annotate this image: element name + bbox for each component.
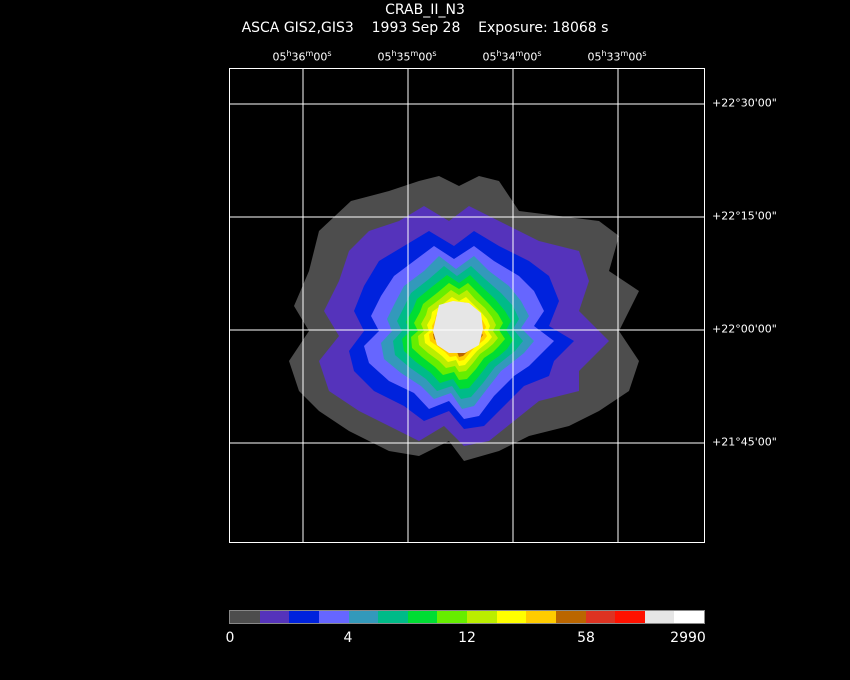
image-subtitle: ASCA GIS2,GIS3 1993 Sep 28 Exposure: 180…: [241, 20, 609, 36]
ra-label-4: 05h33m00s: [587, 49, 647, 64]
colorbar-swatch: [289, 611, 319, 623]
colorbar-swatch: [259, 611, 290, 623]
colorbar-label-2: 12: [458, 630, 476, 646]
colorbar-swatch: [348, 611, 379, 623]
colorbar-swatch: [644, 611, 675, 623]
image-title: CRAB_II_N3: [385, 2, 465, 18]
colorbar-swatch: [615, 611, 645, 623]
colorbar-swatch: [378, 611, 408, 623]
ra-label-1: 05h36m00s: [272, 49, 332, 64]
colorbar-label-4: 2990: [670, 630, 706, 646]
colorbar-swatch: [555, 611, 586, 623]
colorbar-swatch: [318, 611, 349, 623]
colorbar-swatch: [674, 611, 704, 623]
dec-label-3: +22°00'00": [712, 322, 777, 336]
colorbar-swatch: [437, 611, 467, 623]
colorbar-label-3: 58: [577, 630, 595, 646]
colorbar-swatch: [407, 611, 438, 623]
colorbar-swatch: [526, 611, 556, 623]
colorbar-label-0: 0: [225, 630, 235, 646]
dec-label-2: +22°15'00": [712, 209, 777, 223]
dec-label-1: +22°30'00": [712, 96, 777, 110]
dec-label-4: +21°45'00": [712, 435, 777, 449]
xray-image: [230, 69, 704, 542]
xray-image-frame: [229, 68, 705, 543]
colorbar-swatch: [496, 611, 527, 623]
ra-label-2: 05h35m00s: [377, 49, 437, 64]
ra-label-3: 05h34m00s: [482, 49, 542, 64]
colorbar-label-1: 4: [343, 630, 353, 646]
colorbar-swatch: [230, 611, 260, 623]
colorbar: [229, 610, 705, 624]
contour-white: [433, 301, 483, 353]
colorbar-swatch: [467, 611, 497, 623]
colorbar-swatch: [585, 611, 616, 623]
